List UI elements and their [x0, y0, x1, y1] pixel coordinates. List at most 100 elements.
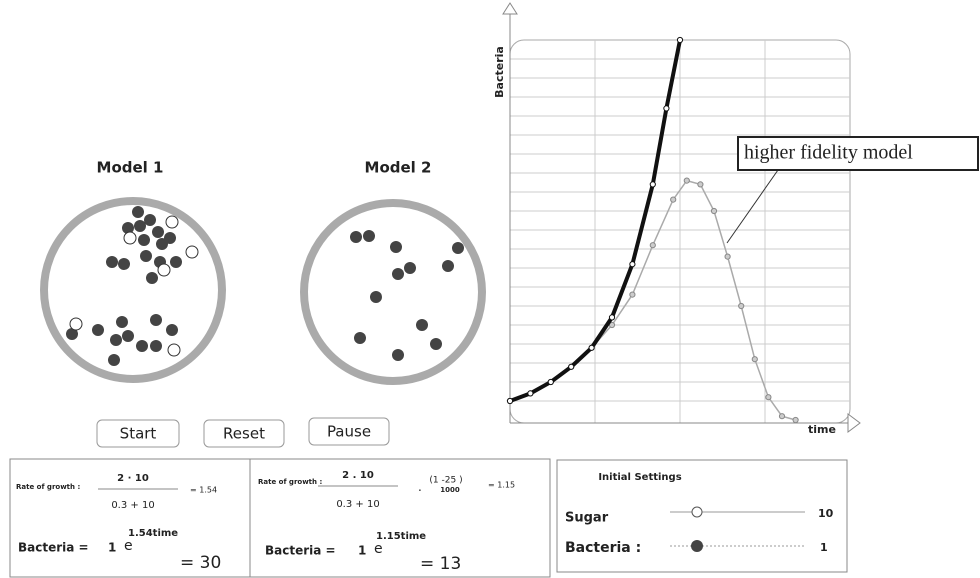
data-point: [778, 413, 786, 420]
factor-denominator: 1000: [440, 486, 460, 494]
numerator: 2 · 10: [117, 473, 149, 484]
bacterium: [157, 263, 171, 277]
settings-title: Initial Settings: [598, 472, 681, 483]
data-point: [629, 261, 636, 268]
data-point: [568, 363, 575, 370]
chart: Bacteria time higher fidelity model: [493, 2, 979, 436]
exponent: 1.15time: [376, 531, 426, 542]
denominator: 0.3 + 10: [336, 499, 379, 510]
axis-arrow: [502, 2, 518, 15]
bacterium: [108, 354, 120, 366]
formula-panel: [249, 458, 551, 578]
bacteria-dots: [66, 206, 464, 366]
bacteria-result: = 13: [420, 554, 461, 574]
data-point: [765, 394, 772, 401]
annotation-pointer: [726, 169, 779, 244]
coefficient: 1: [108, 541, 116, 555]
button-label: Start: [120, 425, 157, 443]
bacterium: [404, 262, 416, 274]
factor-sep: ·: [418, 484, 422, 498]
bacterium: [92, 324, 104, 336]
bacterium: [116, 316, 128, 328]
data-point: [608, 314, 616, 321]
bacterium: [118, 258, 130, 270]
start-button[interactable]: [96, 419, 180, 448]
bacterium: [144, 214, 156, 226]
bacterium: [167, 343, 181, 357]
data-point: [751, 356, 758, 363]
bacterium: [156, 238, 168, 250]
factor-numerator: (1 -25 ): [429, 476, 462, 486]
data-point: [527, 390, 534, 397]
annotation: higher fidelity model: [744, 142, 913, 164]
bacterium: [122, 330, 134, 342]
data-point: [649, 181, 656, 188]
slider-label: Bacteria :: [565, 540, 641, 556]
bacterium: [140, 250, 152, 262]
bacterium: [442, 260, 454, 272]
data-point: [547, 378, 554, 386]
y-axis-label: Bacteria: [493, 46, 506, 98]
data-point: [608, 321, 616, 329]
data-point: [676, 36, 684, 44]
bacteria-result: = 30: [180, 553, 221, 573]
button-label: Pause: [327, 423, 371, 441]
bacterium: [452, 242, 464, 254]
base: e: [374, 541, 383, 557]
bacterium: [150, 314, 162, 326]
denominator: 0.3 + 10: [111, 500, 154, 511]
bacterium: [110, 334, 122, 346]
data-point: [506, 397, 514, 405]
bacterium: [416, 319, 428, 331]
data-point: [663, 105, 670, 112]
data-point: [629, 291, 636, 298]
data-point: [683, 177, 690, 184]
reset-button[interactable]: [203, 419, 285, 448]
button-label: Reset: [223, 425, 265, 443]
numerator: 2 . 10: [342, 470, 374, 481]
series-line: [509, 39, 682, 403]
bacterium: [354, 332, 366, 344]
data-point: [649, 242, 656, 249]
slider-handle[interactable]: [691, 506, 703, 518]
model-title: Model 1: [97, 159, 164, 177]
bacterium: [138, 234, 150, 246]
bacterium: [106, 256, 118, 268]
exponent: 1.54time: [128, 528, 178, 539]
slider-value: 10: [818, 507, 834, 520]
rate-result: = 1.54: [190, 486, 217, 495]
bacterium: [122, 222, 134, 234]
data-point: [710, 207, 718, 215]
data-point: [697, 181, 704, 188]
data-point: [670, 196, 677, 203]
petri-dish: [40, 197, 226, 383]
bacterium: [390, 241, 402, 253]
pause-button[interactable]: [308, 417, 390, 446]
bacterium: [185, 245, 199, 259]
bacterium: [150, 340, 162, 352]
x-axis-label: time: [808, 423, 836, 436]
data-point: [738, 302, 745, 310]
axis-arrow: [847, 413, 861, 433]
slider-handle[interactable]: [691, 540, 703, 552]
bacterium: [69, 317, 83, 331]
grid: [510, 40, 850, 423]
model-title: Model 2: [365, 159, 432, 177]
bacterium: [166, 324, 178, 336]
coefficient: 1: [358, 544, 366, 558]
bacterium: [430, 338, 442, 350]
bacterium: [132, 206, 144, 218]
bacterium: [392, 349, 404, 361]
bacterium: [134, 220, 146, 232]
bacteria-label: Bacteria =: [18, 541, 89, 555]
data-point: [792, 416, 799, 424]
bacterium: [152, 226, 164, 238]
bacterium: [350, 231, 362, 243]
bacterium: [66, 328, 78, 340]
bacteria-label: Bacteria =: [265, 544, 336, 558]
bacterium: [165, 215, 179, 229]
bacterium: [392, 268, 404, 280]
data-point: [588, 344, 595, 351]
